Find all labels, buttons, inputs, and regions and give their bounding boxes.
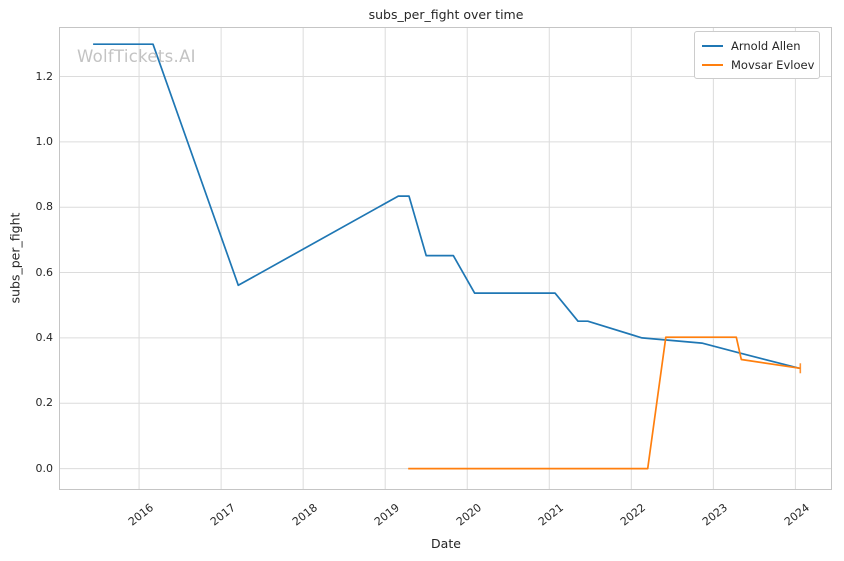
legend-label: Arnold Allen [731,38,801,53]
legend-item-movsar-evloev: Movsar Evloev [702,56,815,73]
legend: Arnold Allen Movsar Evloev [694,31,820,79]
x-tick-label: 2017 [208,501,239,529]
y-tick-label: 0.8 [35,200,54,214]
y-tick-label: 1.2 [35,69,54,83]
series-line-arnold-allen [93,43,800,370]
y-tick-label: 0.4 [35,330,54,344]
x-tick-label: 2018 [290,501,321,529]
legend-label: Movsar Evloev [731,57,815,72]
series-line-movsar-evloev [408,336,801,470]
x-tick-label: 2019 [372,501,403,529]
y-tick-label: 1.0 [35,134,54,148]
x-tick-label: 2021 [536,501,567,529]
x-tick-label: 2022 [618,501,649,529]
legend-item-arnold-allen: Arnold Allen [702,37,811,54]
y-tick-label: 0.2 [35,396,54,410]
watermark-text: WolfTickets.AI [77,47,196,66]
legend-line-swatch-orange [702,63,723,66]
x-axis-label: Date [431,536,461,551]
x-tick-label: 2016 [126,501,157,529]
plot-border [59,27,832,490]
x-tick-label: 2020 [454,501,485,529]
y-tick-label: 0.6 [35,265,54,279]
y-tick-label: 0.0 [35,461,54,475]
legend-line-swatch-blue [702,44,723,47]
x-tick-label: 2024 [782,501,813,529]
chart-title: subs_per_fight over time [368,7,524,22]
x-tick-label: 2023 [700,501,731,529]
y-axis-label: subs_per_fight [7,212,23,304]
